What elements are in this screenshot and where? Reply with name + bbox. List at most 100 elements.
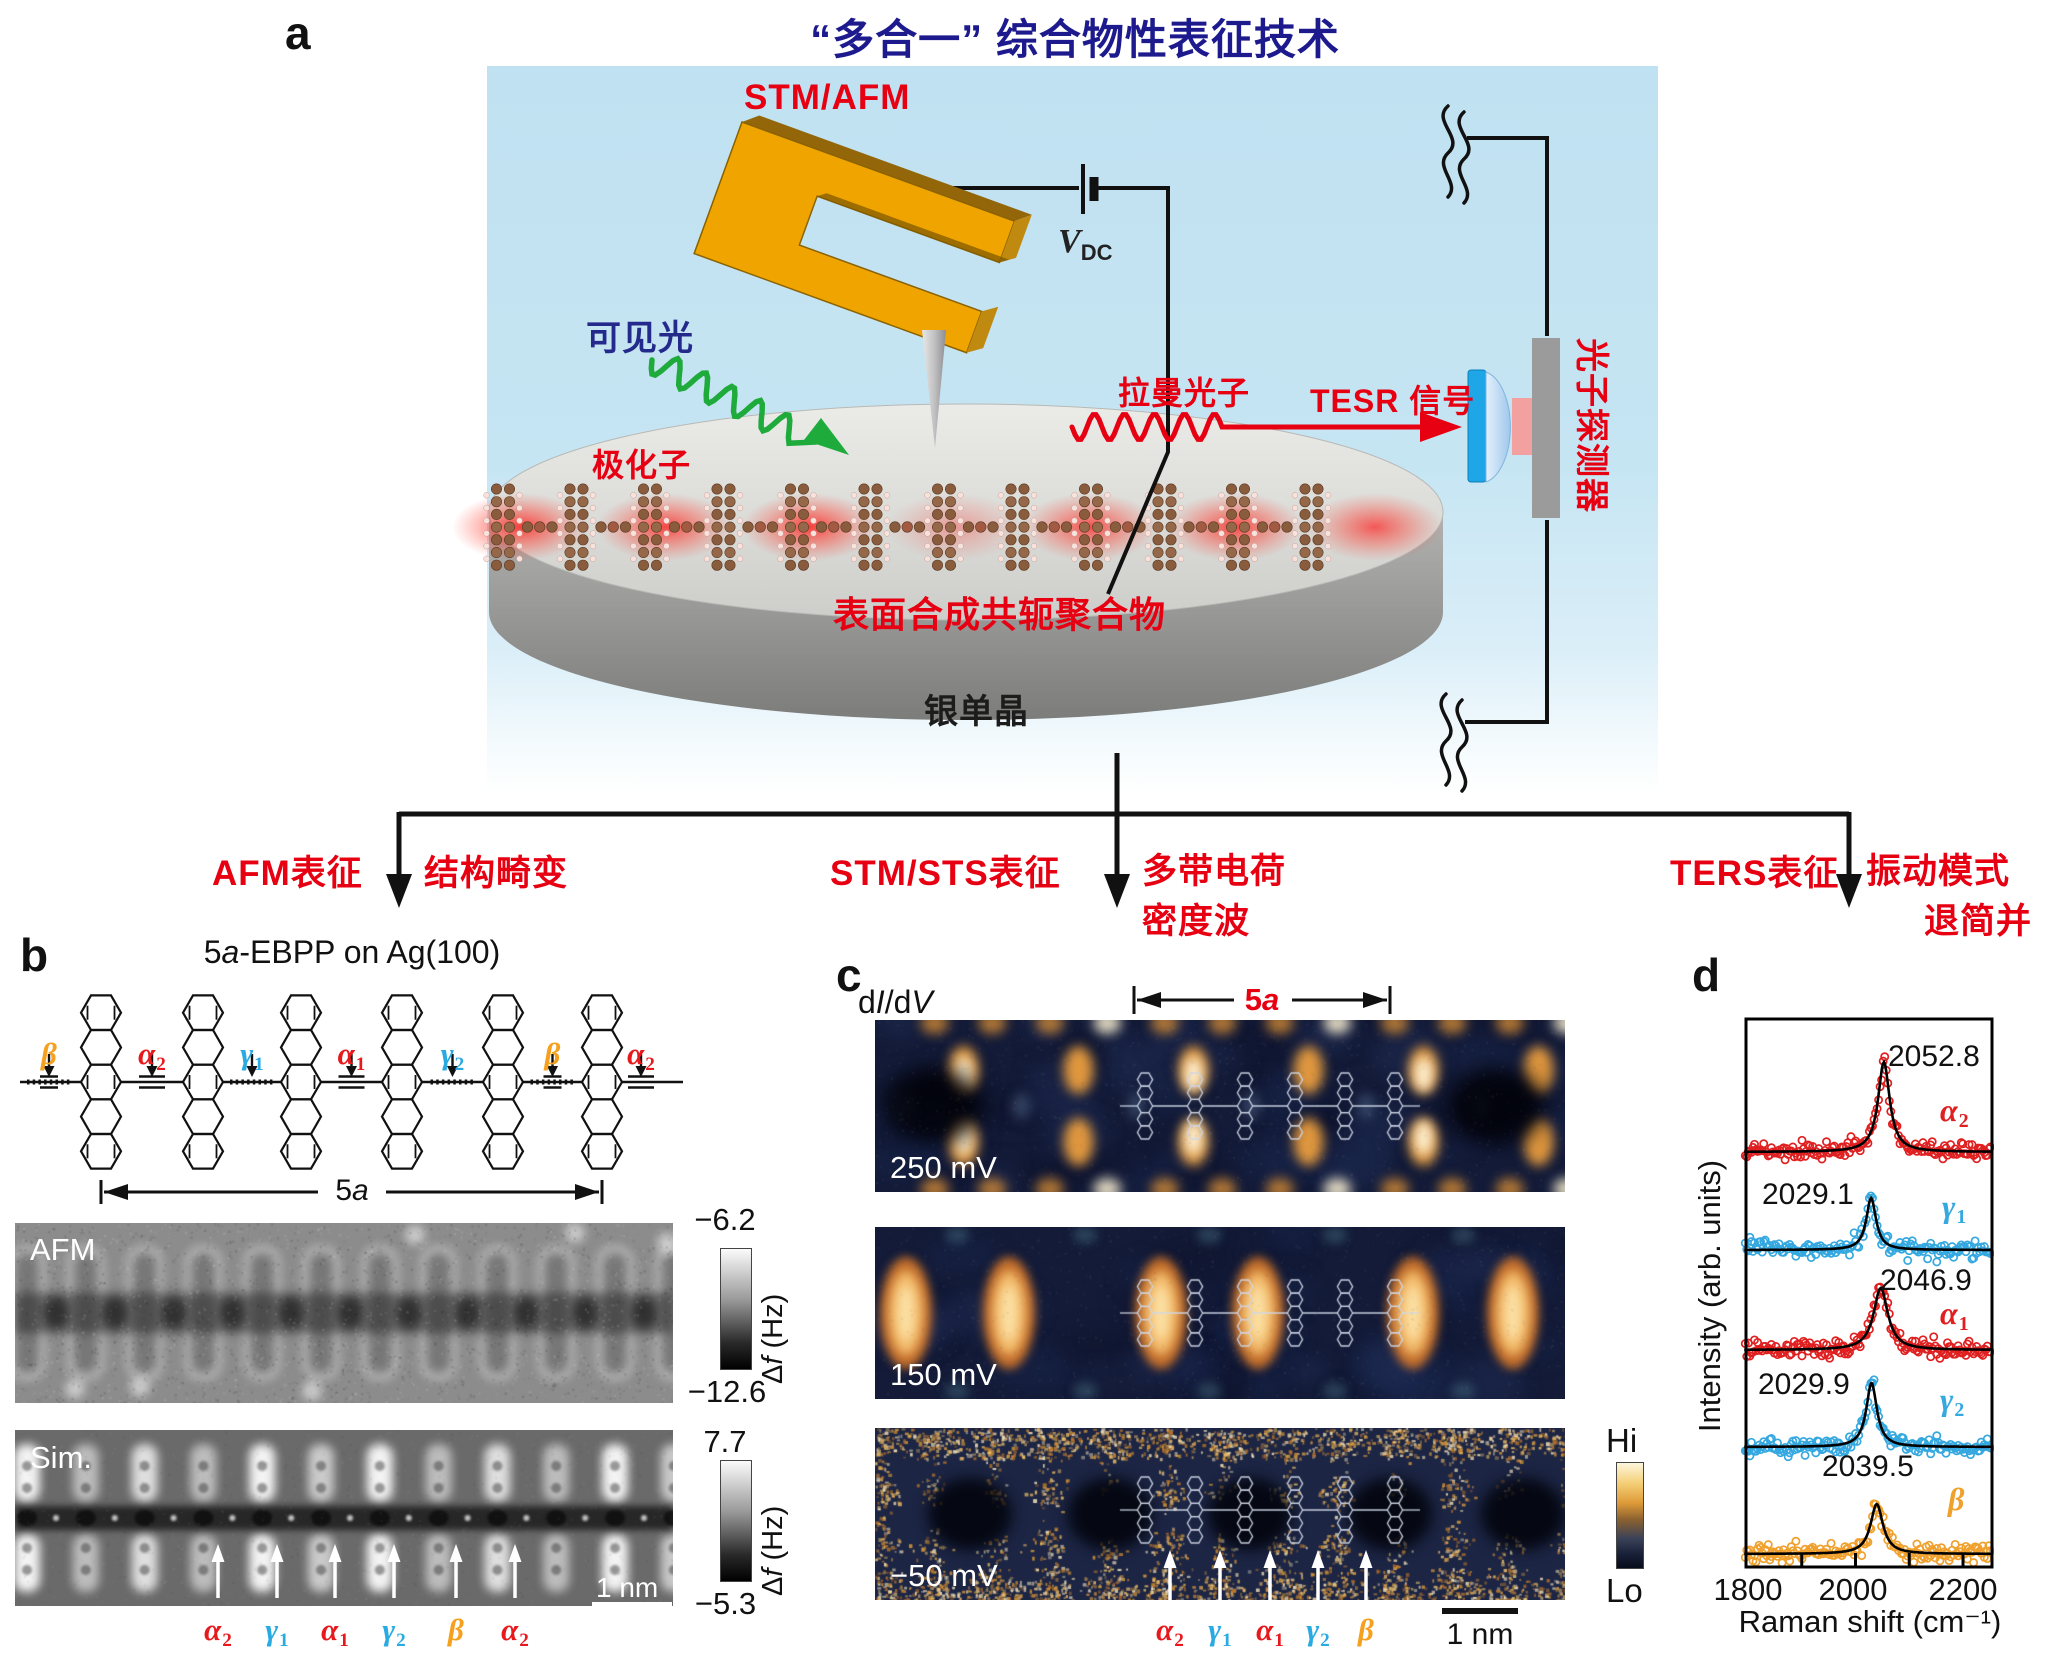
sim-unit-delta: Δ [757, 1576, 789, 1596]
stm-colorbar [1616, 1462, 1644, 1569]
silver-crystal-side [489, 512, 1443, 720]
x-tick-label-1: 2000 [1818, 1572, 1888, 1607]
stm-scalebar-label: 1 nm [1446, 1618, 1514, 1651]
branch-arrowhead-0 [386, 874, 412, 908]
visible-light-arrow [648, 355, 819, 447]
sim-unit-f: f [757, 1568, 789, 1577]
sim-scale-min: −5.3 [694, 1586, 757, 1621]
lorentzian-fit-2 [1744, 1286, 1992, 1352]
peak-value-3: 2029.9 [1758, 1368, 1850, 1401]
branch-arrowhead-2 [1836, 874, 1862, 908]
sim-mode-arrows [211, 1544, 522, 1598]
afm-unit-delta: Δ [757, 1364, 789, 1384]
c-span-num: 5 [1244, 982, 1262, 1017]
peak-name-2: α1 [1940, 1295, 1969, 1335]
raman-x-axis-label: Raman shift (cm⁻¹) [1738, 1604, 2002, 1639]
x-tick-label-2: 2200 [1928, 1572, 1998, 1607]
panel-b-span-arrow [99, 1180, 604, 1204]
polaron-glow-1 [597, 493, 733, 561]
c-span-italic: a [1262, 982, 1280, 1017]
wire-break-top [1441, 104, 1455, 199]
branch-arrowhead-1 [1104, 874, 1130, 908]
panel-b-title-italic: a [221, 934, 240, 970]
afm-image [15, 1223, 673, 1403]
polymer-label: 表面合成共轭聚合物 [833, 594, 1167, 635]
stm-mode-label-3: γ2 [1306, 1612, 1330, 1651]
branch-result-1-2: 密度波 [1142, 902, 1251, 941]
panel-a-label: a [285, 7, 311, 59]
stm-mode-label-4: β [1358, 1612, 1374, 1647]
sim-scale-unit: Δf (Hz) [757, 1506, 790, 1596]
polymer-chain [483, 483, 1332, 571]
panel-b-label: b [20, 929, 49, 981]
bias-label-2: −50 mV [890, 1558, 998, 1593]
peak-name-4: β [1948, 1481, 1965, 1517]
lorentzian-fit-0 [1744, 1059, 1992, 1154]
polaron-glow-4 [1022, 493, 1158, 561]
stm-colorbar-lo: Lo [1606, 1572, 1643, 1609]
tuning-fork-sensor [693, 115, 1032, 354]
stm-scalebar [1442, 1608, 1518, 1614]
sim-mode-label-0: α2 [204, 1612, 232, 1651]
sim-mode-label-1: γ1 [265, 1612, 289, 1651]
peak-value-4: 2039.5 [1822, 1450, 1914, 1483]
stm-map-250mV [875, 1020, 1565, 1192]
sim-colorbar [720, 1460, 752, 1582]
x-tick-label-0: 1800 [1713, 1572, 1783, 1607]
plot-frame [1744, 1017, 1994, 1569]
panel-d-label: d [1692, 949, 1721, 1001]
sim-image-label: Sim. [30, 1440, 92, 1475]
peak-name-0: α2 [1940, 1092, 1969, 1132]
afm-unit-rest: (Hz) [757, 1293, 789, 1357]
branch-method-1: STM/STS表征 [830, 854, 1061, 893]
peak-name-1: γ1 [1942, 1188, 1967, 1228]
panel-c-span-label: 5a [1232, 982, 1292, 1018]
photon-detector-label: 光子探测器 [1572, 338, 1610, 513]
peak-value-2: 2046.9 [1880, 1264, 1972, 1297]
vdc-symbol: V [1058, 223, 1081, 260]
didv-I: I [875, 984, 885, 1020]
didv-label: dI/dV [858, 984, 933, 1021]
bond-label-2: γ1 [240, 1036, 264, 1075]
polaron-glow-6 [1307, 493, 1443, 561]
branch-method-2: TERS表征 [1670, 854, 1840, 893]
visible-light-label: 可见光 [586, 319, 695, 358]
stm-map-150mV [875, 1227, 1565, 1399]
raman-photon-arrow [1069, 412, 1427, 442]
stm-mode-label-0: α2 [1156, 1612, 1184, 1651]
photon-detector-body [1532, 338, 1560, 518]
b-span-italic: a [352, 1174, 369, 1207]
polaron-glow-2 [742, 493, 878, 561]
peak-name-3: γ2 [1940, 1381, 1965, 1421]
panel-c-label: c [836, 949, 862, 1001]
didv-d1: d [858, 984, 876, 1020]
bond-label-0: β [41, 1036, 57, 1071]
afm-unit-f: f [757, 1356, 789, 1365]
afm-scale-max: −6.2 [694, 1202, 756, 1237]
sim-scale-max: 7.7 [703, 1424, 747, 1459]
branch-result-2-2: 退简并 [1924, 902, 2033, 941]
afm-simulation-image [15, 1430, 673, 1606]
stm-mode-label-2: α1 [1256, 1612, 1284, 1651]
stm-mode-label-1: γ1 [1208, 1612, 1232, 1651]
panel-c-span-arrow [1132, 986, 1392, 1014]
panel-b-title: 5a-EBPP on Ag(100) [102, 934, 602, 971]
didv-d2: /d [884, 984, 912, 1020]
sim-mode-label-2: α1 [321, 1612, 349, 1651]
sim-mode-label-5: α2 [501, 1612, 529, 1651]
stm-colorbar-hi: Hi [1606, 1422, 1638, 1459]
schematic-group [386, 104, 1862, 908]
vdc-label: VDC [1058, 222, 1112, 266]
bias-label-1: 150 mV [890, 1357, 997, 1392]
lorentzian-fit-1 [1744, 1195, 1992, 1252]
branch-arrows [386, 753, 1862, 908]
afm-image-label: AFM [30, 1232, 96, 1267]
bond-label-1: α2 [138, 1036, 166, 1075]
bias-label-0: 250 mV [890, 1150, 997, 1185]
wire-break-bottom [1439, 692, 1453, 787]
branch-result-1-1: 多带电荷 [1142, 852, 1287, 891]
stm-afm-label: STM/AFM [744, 78, 911, 117]
peak-value-1: 2029.1 [1762, 1178, 1854, 1211]
raman-y-axis-label: Intensity (arb. units) [1692, 1159, 1727, 1433]
bond-label-5: β [544, 1036, 561, 1071]
